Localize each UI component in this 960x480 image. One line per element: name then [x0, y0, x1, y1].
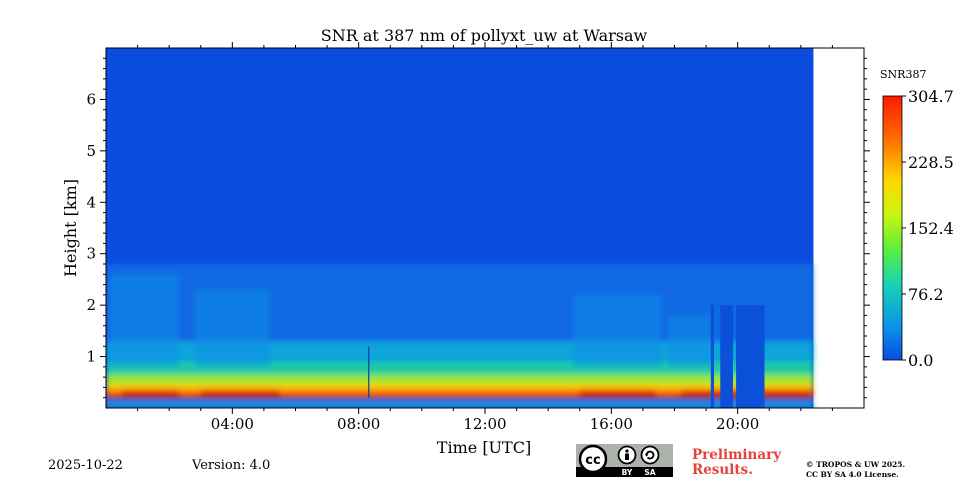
copyright-notice: © TROPOS & UW 2025. CC BY SA 4.0 License…	[806, 460, 905, 480]
sa-badge-text: SA	[644, 468, 655, 477]
heatmap-field	[106, 48, 814, 408]
cc-badge-text: cc	[585, 453, 600, 468]
footer-version: Version: 4.0	[192, 458, 271, 473]
x-tick-label: 04:00	[211, 415, 254, 433]
x-tick-label: 12:00	[463, 415, 506, 433]
colorbar-tick-label: 0.0	[908, 351, 933, 370]
y-tick-label: 4	[86, 193, 96, 211]
y-tick-label: 6	[86, 90, 96, 108]
cc-by-sa-license-icon: cc BY SA	[576, 444, 673, 477]
preliminary-line-1: Preliminary	[692, 447, 782, 463]
copyright-line-1: © TROPOS & UW 2025.	[806, 460, 906, 469]
y-tick-label: 5	[86, 142, 96, 160]
y-tick-label: 1	[86, 348, 96, 366]
preliminary-notice: Preliminary Results.	[692, 448, 781, 478]
colorbar-tick-label: 152.4	[908, 219, 954, 238]
x-tick-label: 16:00	[590, 415, 633, 433]
x-axis-label: Time [UTC]	[437, 438, 531, 457]
colorbar-tick-label: 304.7	[908, 87, 954, 106]
preliminary-line-2: Results.	[692, 462, 753, 478]
by-badge-text: BY	[622, 468, 633, 477]
y-tick-label: 3	[86, 245, 96, 263]
colorbar-label: SNR387	[880, 68, 926, 81]
colorbar-tick-label: 76.2	[908, 285, 944, 304]
x-tick-label: 20:00	[716, 415, 759, 433]
y-tick-label: 2	[86, 296, 96, 314]
y-axis-label: Height [km]	[61, 179, 80, 277]
chart-title: SNR at 387 nm of pollyxt_uw at Warsaw	[321, 26, 648, 45]
footer-date: 2025-10-22	[48, 458, 123, 473]
x-axis: 04:00 08:00 12:00 16:00 20:00	[137, 42, 833, 433]
colorbar-tick-label: 228.5	[908, 153, 954, 172]
y-axis: 1 2 3 4 5 6	[86, 57, 870, 399]
copyright-line-2: CC BY SA 4.0 License.	[806, 470, 899, 479]
colorbar	[882, 95, 903, 361]
colorbar-ticks: 0.0 76.2 152.4 228.5 304.7	[902, 87, 954, 370]
x-tick-label: 08:00	[337, 415, 380, 433]
